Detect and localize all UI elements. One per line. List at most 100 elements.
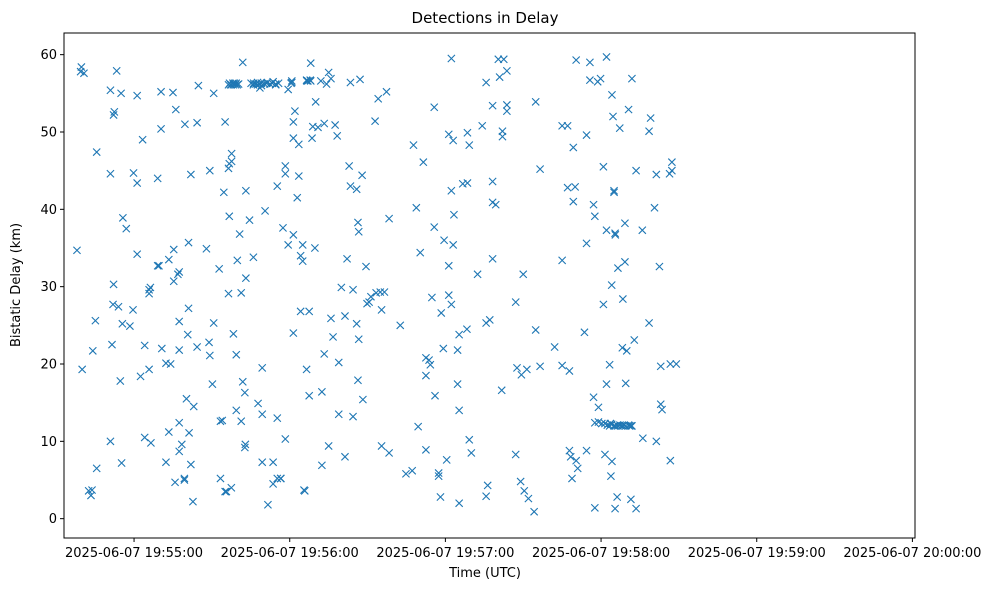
data-points	[72, 52, 681, 516]
detection-point	[483, 481, 492, 490]
detection-point	[409, 141, 418, 150]
detection-point	[346, 78, 355, 87]
detection-point	[193, 342, 202, 351]
detection-point	[550, 342, 559, 351]
detection-point	[376, 288, 385, 297]
detection-point	[269, 458, 278, 467]
detection-point	[602, 380, 611, 389]
detection-point	[611, 229, 620, 238]
detection-point	[349, 285, 358, 294]
detection-point	[599, 300, 608, 309]
detection-point	[380, 288, 389, 297]
detection-point	[188, 497, 197, 506]
detection-point	[444, 130, 453, 139]
detection-point	[522, 365, 531, 374]
detection-point	[241, 440, 250, 449]
detection-point	[284, 85, 293, 94]
detection-point	[92, 148, 101, 157]
detection-point	[610, 186, 619, 195]
detection-point	[520, 486, 529, 495]
detection-point	[310, 244, 319, 252]
detection-point	[353, 218, 362, 227]
detection-point	[333, 131, 342, 140]
detection-point	[221, 487, 230, 496]
detection-point	[168, 88, 177, 97]
x-tick-label: 2025-06-07 19:58:00	[532, 546, 670, 561]
detection-point	[133, 179, 142, 188]
detection-point	[91, 316, 100, 325]
detection-point	[447, 186, 456, 195]
detection-point	[455, 330, 464, 339]
detection-point	[145, 285, 154, 294]
detection-point	[488, 101, 497, 110]
detection-point	[296, 307, 305, 316]
detection-point	[618, 295, 627, 304]
detection-point	[563, 183, 572, 192]
detection-point	[606, 472, 615, 481]
detection-point	[563, 121, 572, 130]
detection-point	[582, 131, 591, 140]
detection-point	[419, 158, 428, 167]
x-tick-label: 2025-06-07 19:56:00	[221, 546, 359, 561]
detection-point	[117, 89, 126, 98]
detection-point	[385, 214, 394, 223]
detection-point	[597, 419, 606, 428]
detection-point	[331, 121, 340, 130]
detection-point	[229, 329, 238, 338]
y-tick-label: 30	[40, 280, 57, 295]
detection-point	[320, 119, 329, 128]
detection-point	[599, 162, 608, 171]
detection-point	[536, 165, 545, 174]
detection-point	[667, 158, 676, 167]
detection-point	[491, 200, 500, 209]
detection-point	[672, 360, 681, 368]
detection-point	[536, 362, 545, 371]
detection-point	[656, 400, 665, 409]
detection-point	[133, 250, 142, 259]
detection-point	[303, 76, 312, 85]
detection-point	[519, 270, 528, 279]
detection-point	[498, 132, 507, 141]
detection-point	[569, 197, 578, 206]
detection-point	[208, 380, 217, 389]
detection-point	[358, 395, 367, 404]
y-tick-label: 60	[40, 48, 57, 63]
detection-point	[596, 74, 605, 83]
detection-point	[171, 105, 180, 114]
detection-point	[110, 107, 119, 116]
detection-point	[345, 162, 354, 171]
detection-point	[666, 456, 675, 465]
detection-point	[569, 143, 578, 152]
detection-point	[607, 90, 616, 99]
detection-point	[118, 213, 127, 222]
detection-point	[638, 434, 647, 443]
detection-point	[463, 179, 472, 188]
detection-point	[225, 212, 234, 221]
detection-point	[655, 262, 664, 271]
detection-point	[326, 74, 335, 83]
detection-point	[290, 107, 299, 116]
detection-point	[157, 87, 166, 96]
detection-point	[627, 74, 636, 83]
detection-point	[622, 346, 631, 355]
plot-area-frame	[63, 32, 916, 539]
detection-point	[189, 402, 198, 411]
detection-point	[219, 188, 228, 197]
detection-point	[585, 58, 594, 67]
detection-point	[169, 245, 178, 254]
detection-point	[478, 121, 487, 130]
detection-point	[284, 240, 293, 249]
y-tick-label: 10	[40, 435, 57, 450]
detection-point	[414, 422, 423, 431]
x-tick-label: 2025-06-07 19:57:00	[376, 546, 514, 561]
detection-point	[232, 406, 241, 415]
detection-point	[153, 174, 162, 183]
detection-point	[146, 438, 155, 447]
detection-point	[281, 435, 290, 443]
detection-point	[138, 135, 147, 144]
detection-point	[287, 76, 296, 85]
detection-point	[626, 495, 635, 504]
detection-point	[502, 66, 511, 75]
detection-point	[274, 79, 283, 88]
detection-point	[164, 255, 173, 264]
